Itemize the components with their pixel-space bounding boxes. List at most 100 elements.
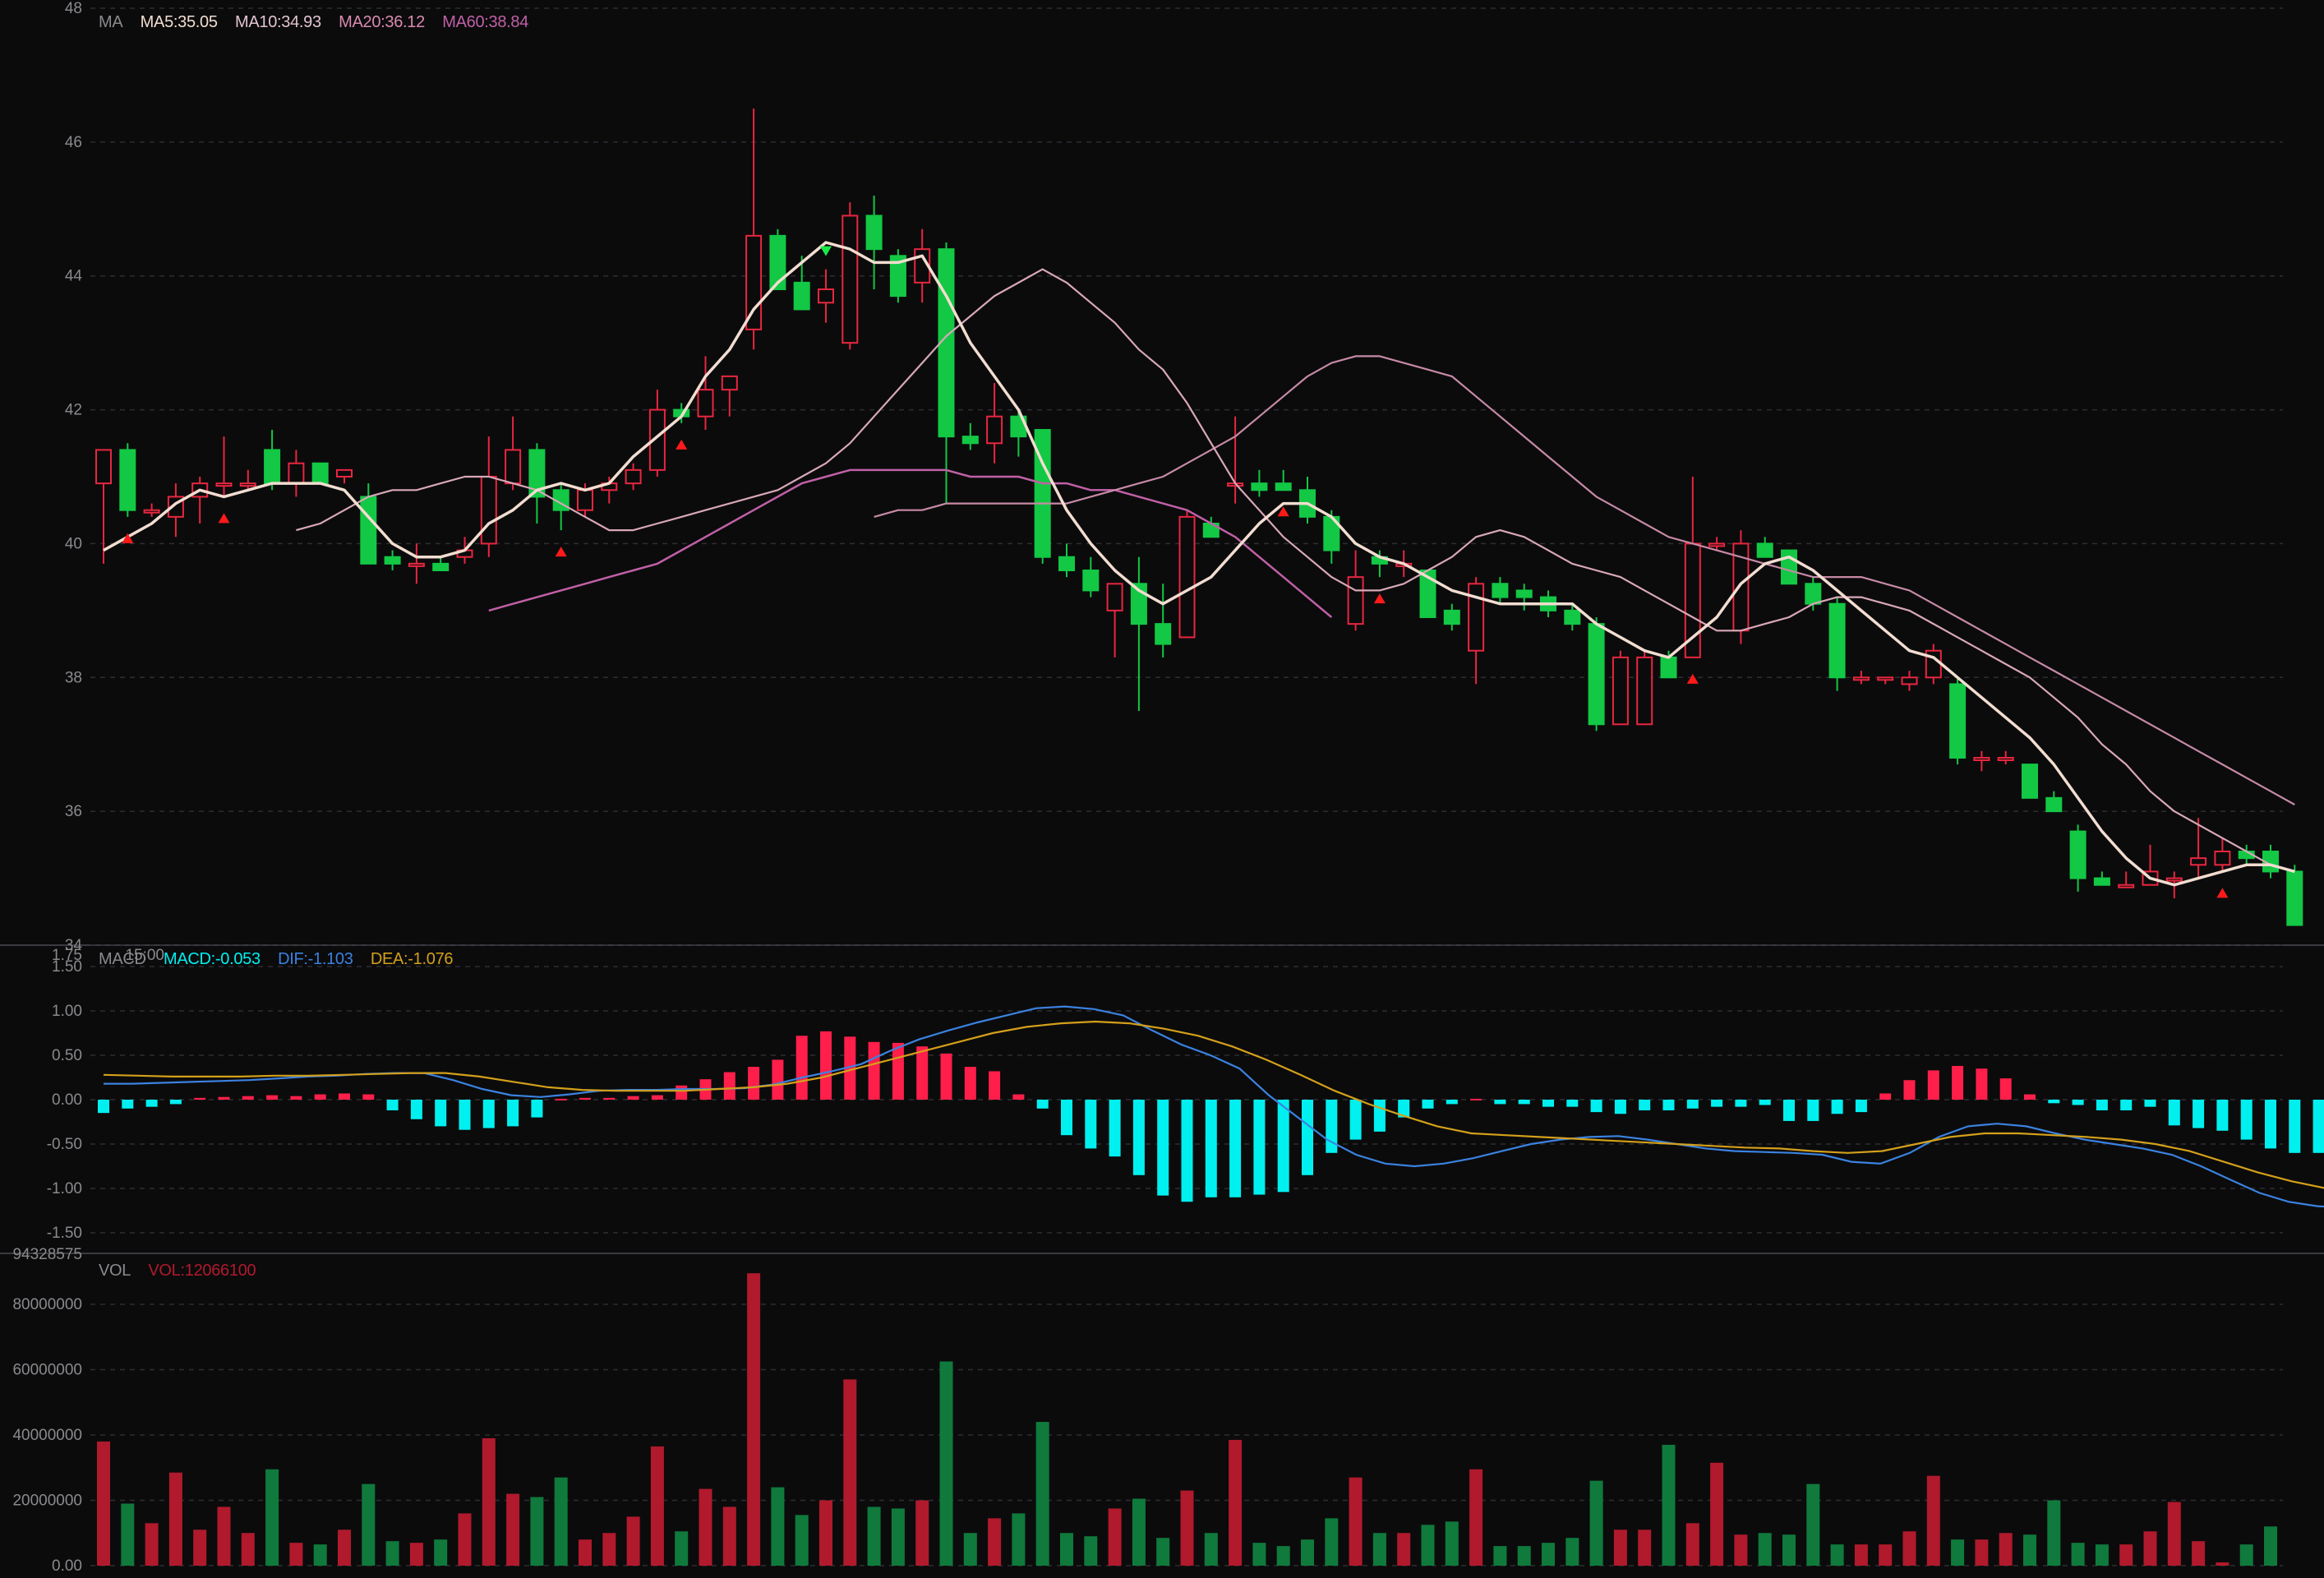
volume-tick-label: 60000000	[12, 1361, 82, 1378]
candle-up	[288, 462, 305, 485]
volume-bar	[795, 1515, 809, 1566]
volume-bar	[1301, 1539, 1314, 1566]
macd-bar	[1783, 1100, 1795, 1121]
macd-bar	[1686, 1100, 1699, 1109]
candle-up	[480, 476, 497, 545]
candle-up	[1901, 676, 1918, 685]
buy-signal-marker	[2216, 888, 2229, 898]
ma5-line	[103, 241, 2295, 887]
volume-bar	[1830, 1544, 1844, 1566]
buy-signal-marker	[555, 547, 567, 557]
macd-bar	[2289, 1100, 2301, 1153]
macd-bar	[1927, 1070, 1939, 1100]
volume-bar	[97, 1441, 110, 1566]
volume-bar	[1252, 1543, 1266, 1566]
candle-down	[311, 462, 329, 485]
macd-bar	[1277, 1100, 1289, 1193]
volume-bar	[1589, 1480, 1603, 1566]
volume-bar	[2047, 1500, 2061, 1566]
macd-bar	[1085, 1100, 1097, 1149]
volume-bar	[1902, 1531, 1916, 1566]
volume-bar	[1445, 1521, 1459, 1566]
macd-bar	[1132, 1100, 1145, 1175]
candle-down	[528, 449, 546, 498]
volume-bar	[1132, 1498, 1146, 1566]
candle-down	[2286, 870, 2303, 926]
candle-up	[2190, 857, 2207, 866]
macd-bar	[2193, 1100, 2205, 1128]
candle-down	[769, 234, 786, 291]
candle-up	[408, 562, 425, 567]
ma10-value: MA10:34.93	[234, 13, 321, 31]
candle-up	[2214, 851, 2231, 866]
macd-bar	[482, 1100, 495, 1128]
macd-bar	[266, 1095, 279, 1100]
candle-down	[1805, 583, 1822, 605]
volume-bar	[1397, 1533, 1411, 1566]
candle-up	[1178, 515, 1196, 639]
volume-panel	[97, 1273, 2277, 1566]
candle-up	[1708, 542, 1726, 547]
macd-bar	[2048, 1100, 2060, 1104]
macd-bar	[1542, 1100, 1554, 1107]
candle-down	[1034, 429, 1051, 558]
volume-max-label: 94328575	[12, 1246, 82, 1263]
candle-down	[1155, 623, 1172, 645]
candle-up	[1468, 583, 1485, 652]
candle-down	[793, 281, 810, 311]
candle-up	[95, 449, 112, 485]
candle-down	[1756, 542, 1773, 558]
candle-up	[2165, 877, 2183, 882]
macd-bar	[2265, 1100, 2276, 1149]
volume-bar	[265, 1469, 279, 1566]
macd-bar	[435, 1100, 447, 1127]
price-tick-label: 36	[65, 803, 82, 820]
macd-bar	[2096, 1100, 2108, 1110]
macd-bar	[145, 1100, 158, 1107]
volume-bar	[1926, 1475, 1940, 1566]
candle-down	[1564, 609, 1581, 625]
volume-bar	[1469, 1469, 1483, 1566]
volume-bar	[338, 1530, 351, 1566]
volume-bar	[1782, 1534, 1796, 1566]
vol-value: VOL:12066100	[148, 1262, 256, 1280]
macd-bar	[362, 1094, 375, 1100]
candle-down	[938, 248, 955, 438]
axis-labels: 48 46 44 42 40 38 36 34 1.50 1.00 0.50 0.00 -0.50 -1.…	[12, 0, 164, 1575]
macd-legend: MACD MACD:-0.053 DIF:-1.103 DEA:-1.076	[99, 950, 466, 969]
volume-bar	[289, 1543, 303, 1566]
candle-up	[505, 449, 522, 485]
macd-bar	[820, 1031, 832, 1100]
volume-bar	[217, 1506, 231, 1566]
candle-up	[986, 415, 1003, 445]
candle-up	[2118, 884, 2135, 888]
candle-down	[2069, 830, 2087, 879]
volume-bar	[1734, 1534, 1748, 1566]
price-tick-label: 40	[65, 535, 82, 552]
ma10-line	[296, 268, 2295, 873]
macd-bar	[1061, 1100, 1072, 1136]
dif-value: DIF:-1.103	[278, 950, 353, 968]
price-tick-label: 38	[65, 669, 82, 686]
candle-up	[143, 509, 160, 514]
sell-signal-marker	[820, 246, 832, 256]
volume-bar	[1084, 1536, 1098, 1566]
volume-bar	[241, 1533, 255, 1566]
macd-bar	[1759, 1100, 1771, 1105]
macd-bar	[892, 1042, 904, 1100]
macd-bar	[1590, 1100, 1602, 1113]
macd-bar	[2024, 1094, 2036, 1100]
volume-bar	[2095, 1544, 2109, 1566]
volume-bar	[2239, 1544, 2253, 1566]
candle-down	[1660, 656, 1677, 679]
volume-bar	[963, 1533, 977, 1566]
volume-bar	[891, 1508, 905, 1566]
volume-bar	[530, 1497, 544, 1566]
candle-down	[2022, 764, 2038, 799]
volume-bar	[193, 1530, 207, 1566]
macd-bar	[1229, 1100, 1242, 1197]
macd-bar	[1109, 1100, 1121, 1157]
macd-bar	[1566, 1100, 1579, 1107]
volume-bar	[626, 1516, 640, 1566]
